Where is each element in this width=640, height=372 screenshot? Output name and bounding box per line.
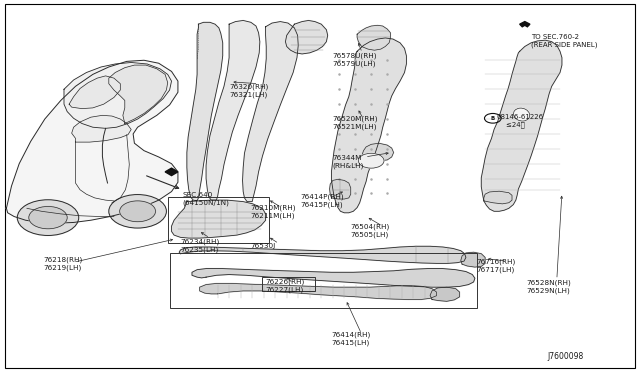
Polygon shape	[243, 22, 298, 202]
Circle shape	[358, 153, 384, 168]
Polygon shape	[109, 65, 168, 124]
Polygon shape	[172, 200, 266, 238]
Text: 76528N(RH)
76529N(LH): 76528N(RH) 76529N(LH)	[526, 279, 571, 294]
Text: 08146-61226
    ≤24〉: 08146-61226 ≤24〉	[497, 114, 544, 128]
Text: 76520M(RH)
76521M(LH): 76520M(RH) 76521M(LH)	[333, 116, 378, 130]
Bar	[170, 253, 477, 308]
Polygon shape	[179, 246, 466, 263]
Polygon shape	[520, 22, 530, 27]
Polygon shape	[69, 76, 120, 109]
Text: 76716(RH)
76717(LH): 76716(RH) 76717(LH)	[477, 259, 516, 273]
Polygon shape	[330, 179, 351, 199]
Polygon shape	[165, 168, 178, 176]
Polygon shape	[357, 25, 390, 50]
Polygon shape	[72, 115, 131, 142]
Polygon shape	[64, 62, 172, 128]
Text: TO SEC.760-2
(REAR SIDE PANEL): TO SEC.760-2 (REAR SIDE PANEL)	[531, 34, 598, 48]
Text: J7600098: J7600098	[547, 352, 584, 361]
Polygon shape	[461, 252, 485, 267]
Circle shape	[109, 195, 166, 228]
Circle shape	[120, 201, 156, 222]
Bar	[168, 197, 269, 243]
Circle shape	[29, 206, 67, 229]
Polygon shape	[362, 143, 394, 161]
Polygon shape	[332, 38, 406, 213]
Polygon shape	[484, 191, 512, 204]
Text: 76218(RH)
76219(LH): 76218(RH) 76219(LH)	[44, 257, 83, 271]
Polygon shape	[206, 20, 260, 200]
Text: 76504(RH)
76505(LH): 76504(RH) 76505(LH)	[351, 224, 390, 238]
Text: B: B	[491, 116, 495, 121]
Polygon shape	[6, 60, 178, 223]
Bar	[262, 277, 315, 291]
Text: 76530J: 76530J	[251, 243, 276, 249]
Polygon shape	[430, 287, 460, 301]
Text: 76578U(RH)
76579U(LH): 76578U(RH) 76579U(LH)	[333, 52, 378, 67]
Polygon shape	[200, 283, 436, 299]
Circle shape	[17, 200, 79, 235]
Polygon shape	[285, 20, 328, 54]
Text: 76234(RH)
76235(LH): 76234(RH) 76235(LH)	[180, 238, 220, 253]
Text: 76414P(RH)
76415P(LH): 76414P(RH) 76415P(LH)	[301, 194, 344, 208]
Text: 76344M
(RH&LH): 76344M (RH&LH)	[333, 155, 364, 169]
Ellipse shape	[513, 108, 530, 121]
Text: 76226(RH)
76227(LH): 76226(RH) 76227(LH)	[265, 278, 304, 292]
Text: SEC.640
(64150N/1N): SEC.640 (64150N/1N)	[182, 192, 229, 206]
Polygon shape	[481, 40, 562, 211]
Polygon shape	[192, 269, 475, 287]
Text: 76320(RH)
76321(LH): 76320(RH) 76321(LH)	[229, 84, 268, 98]
Text: 76210M(RH)
76211M(LH): 76210M(RH) 76211M(LH)	[251, 205, 296, 219]
Polygon shape	[187, 22, 223, 201]
Text: 76414(RH)
76415(LH): 76414(RH) 76415(LH)	[332, 331, 371, 346]
